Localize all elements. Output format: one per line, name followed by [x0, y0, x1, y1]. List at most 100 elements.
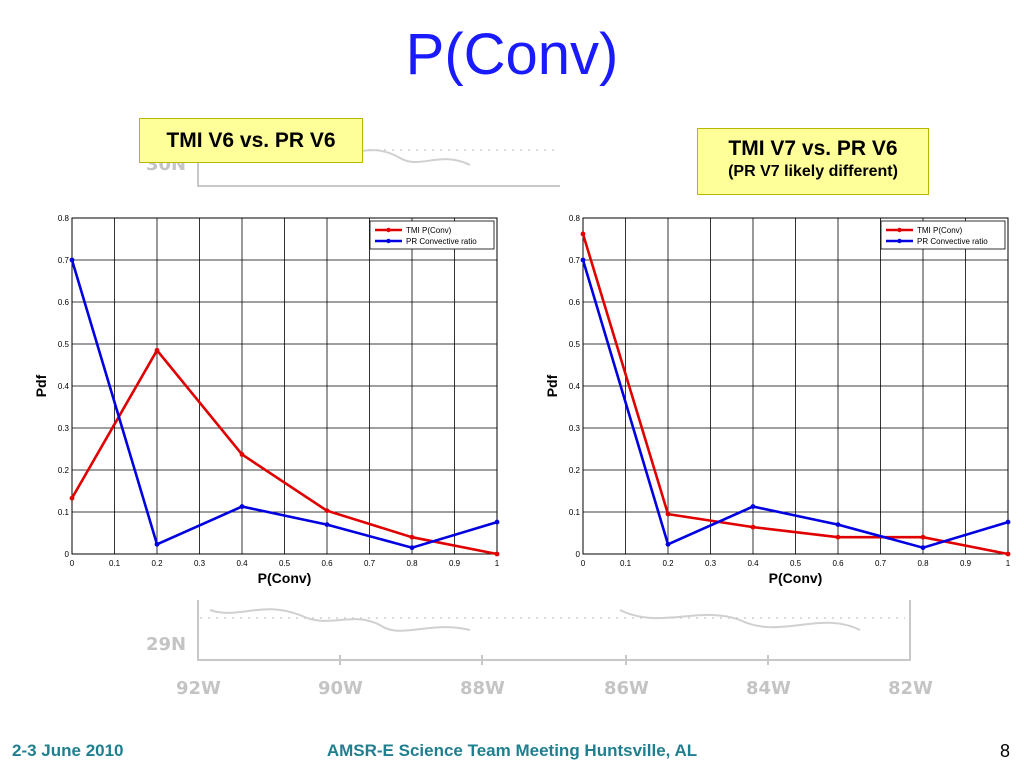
x-tick-label: 0.3	[705, 559, 717, 568]
x-tick-label: 0.1	[620, 559, 632, 568]
legend-marker-1	[386, 238, 391, 244]
y-axis-label: Pdf	[33, 374, 49, 397]
x-tick-label: 0.6	[832, 559, 844, 568]
y-tick-label: 0.7	[58, 256, 70, 265]
x-tick-label: 0.9	[960, 559, 972, 568]
callout-right-line1: TMI V7 vs. PR V6	[728, 137, 898, 160]
data-point-1	[920, 545, 926, 551]
y-tick-label: 0.5	[569, 340, 581, 349]
y-tick-label: 0.3	[569, 424, 581, 433]
series-line-0	[70, 348, 498, 556]
x-tick-label: 0.1	[109, 559, 121, 568]
data-point-1	[665, 541, 671, 547]
data-point-1	[835, 522, 841, 527]
x-tick-label: 0.3	[194, 559, 206, 568]
legend-label-1: PR Convective ratio	[917, 237, 988, 246]
y-tick-label: 0.7	[569, 256, 581, 265]
data-point-0	[580, 231, 586, 237]
lon-label: 84W	[746, 678, 791, 699]
data-point-0	[69, 495, 75, 501]
data-point-0	[324, 508, 330, 514]
legend-marker-0	[897, 227, 902, 233]
y-axis-label: Pdf	[544, 374, 560, 397]
y-tick-label: 0.8	[569, 214, 581, 223]
y-tick-label: 0.2	[58, 466, 70, 475]
y-tick-label: 0	[576, 550, 581, 559]
y-tick-label: 0.4	[569, 382, 581, 391]
data-point-0	[920, 534, 926, 540]
x-tick-label: 0.2	[662, 559, 674, 568]
y-tick-label: 0	[65, 550, 70, 559]
x-tick-label: 0.8	[917, 559, 929, 568]
page-number: 8	[999, 741, 1010, 761]
y-tick-label: 0.1	[569, 508, 581, 517]
lat-label: 29N	[146, 634, 186, 655]
data-point-1	[580, 257, 586, 263]
data-point-0	[665, 511, 671, 517]
data-point-0	[750, 524, 756, 530]
x-tick-label: 1	[495, 559, 500, 568]
x-tick-label: 1	[1006, 559, 1011, 568]
x-tick-label: 0.5	[790, 559, 802, 568]
series-line-1	[581, 259, 1009, 550]
callout-right: TMI V7 vs. PR V6 (PR V7 likely different…	[697, 128, 929, 195]
x-axis-label: P(Conv)	[769, 570, 823, 586]
data-point-0	[239, 452, 245, 457]
legend-box	[369, 220, 495, 250]
x-tick-label: 0.4	[236, 559, 248, 568]
data-point-1	[409, 545, 415, 551]
legend-marker-1	[897, 238, 902, 244]
footer-date: 2-3 June 2010	[12, 741, 124, 760]
x-tick-label: 0.8	[406, 559, 418, 568]
y-tick-label: 0.6	[569, 298, 581, 307]
legend-marker-0	[386, 227, 391, 233]
data-point-1	[1005, 519, 1011, 525]
data-point-0	[154, 347, 160, 353]
lon-label: 90W	[318, 678, 363, 699]
x-tick-label: 0.4	[747, 559, 759, 568]
lon-label: 88W	[460, 678, 505, 699]
x-tick-label: 0.9	[449, 559, 461, 568]
legend-label-0: TMI P(Conv)	[406, 226, 452, 235]
chart-tmi-v6: 0 0.1 0.2 0.3 0.4 0.5 0.6 0.7 0.8 0.9 1 0 0.1 0.2 0.3 0…	[33, 214, 500, 586]
y-tick-label: 0.3	[58, 424, 70, 433]
data-point-1	[494, 519, 500, 525]
x-axis-label: P(Conv)	[258, 570, 312, 586]
lon-label: 82W	[888, 678, 933, 699]
chart-tmi-v7: 0 0.1 0.2 0.3 0.4 0.5 0.6 0.7 0.8 0.9 1 0 0.1 0.2 0.3 0…	[544, 214, 1011, 586]
legend-label-1: PR Convective ratio	[406, 237, 477, 246]
data-point-0	[409, 534, 415, 540]
data-point-1	[69, 257, 75, 263]
callout-left-text: TMI V6 vs. PR V6	[166, 129, 336, 152]
y-tick-label: 0.2	[569, 466, 581, 475]
legend-box	[880, 220, 1006, 250]
x-tick-label: 0	[70, 559, 75, 568]
lon-label: 92W	[176, 678, 221, 699]
x-tick-label: 0.5	[279, 559, 291, 568]
y-tick-label: 0.1	[58, 508, 70, 517]
data-point-1	[324, 522, 330, 527]
series-line-1	[70, 259, 498, 550]
data-point-0	[1005, 551, 1011, 557]
series-line-0	[581, 233, 1009, 556]
x-tick-label: 0.7	[364, 559, 376, 568]
data-point-0	[494, 551, 500, 557]
slide-title: P(Conv)	[405, 22, 619, 87]
legend-label-0: TMI P(Conv)	[917, 226, 963, 235]
data-point-0	[835, 534, 841, 540]
y-tick-label: 0.4	[58, 382, 70, 391]
data-point-1	[239, 504, 245, 509]
callout-left: TMI V6 vs. PR V6	[139, 118, 363, 163]
y-tick-label: 0.8	[58, 214, 70, 223]
data-point-1	[750, 504, 756, 509]
x-tick-label: 0.2	[151, 559, 163, 568]
lon-label: 86W	[604, 678, 649, 699]
y-tick-label: 0.6	[58, 298, 70, 307]
x-tick-label: 0.6	[321, 559, 333, 568]
data-point-1	[154, 541, 160, 547]
y-tick-label: 0.5	[58, 340, 70, 349]
footer-meeting: AMSR-E Science Team Meeting Huntsville, …	[326, 741, 698, 760]
x-tick-label: 0.7	[875, 559, 887, 568]
callout-right-line2: (PR V7 likely different)	[728, 163, 898, 180]
